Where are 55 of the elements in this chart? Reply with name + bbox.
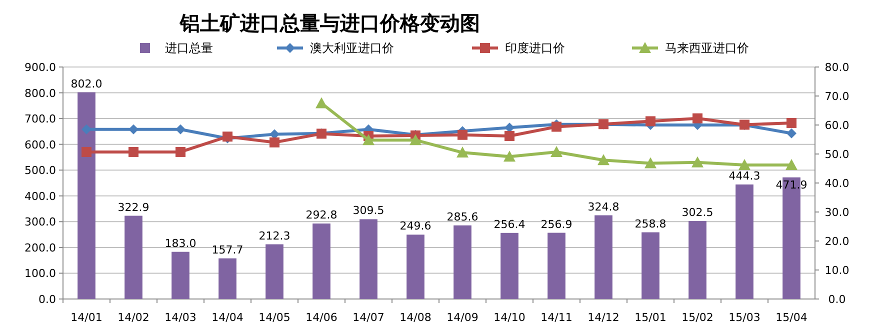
legend-label: 澳大利亚进口价 xyxy=(310,41,394,55)
y2-tick-label: 70.0 xyxy=(824,90,850,103)
y-tick-label: 200.0 xyxy=(24,241,56,254)
x-tick-label: 14/04 xyxy=(212,311,244,324)
x-tick-label: 14/12 xyxy=(588,311,620,324)
x-tick-label: 15/02 xyxy=(682,311,714,324)
x-tick-label: 14/10 xyxy=(494,311,526,324)
data-label: 802.0 xyxy=(70,77,102,90)
chart-title: 铝土矿进口总量与进口价格变动图 xyxy=(179,11,480,35)
legend-label: 马来西亚进口价 xyxy=(665,41,749,55)
x-tick-label: 15/03 xyxy=(728,311,760,324)
y-tick-label: 300.0 xyxy=(24,216,56,229)
data-label: 256.4 xyxy=(494,218,526,231)
data-label: 183.0 xyxy=(164,236,196,250)
legend-label: 进口总量 xyxy=(165,41,213,55)
data-label: 285.6 xyxy=(446,210,478,224)
x-tick-label: 14/08 xyxy=(400,311,432,324)
data-label: 258.8 xyxy=(634,217,666,230)
data-label: 157.7 xyxy=(212,243,244,256)
x-tick-label: 14/01 xyxy=(70,311,102,324)
y-tick-label: 600.0 xyxy=(24,138,56,152)
y-tick-label: 800.0 xyxy=(24,86,56,100)
x-tick-label: 15/04 xyxy=(776,311,808,324)
data-label: 444.3 xyxy=(728,169,760,182)
y2-tick-label: 60.0 xyxy=(824,119,850,132)
y-tick-label: 100.0 xyxy=(24,267,56,280)
y2-tick-label: 80.0 xyxy=(824,61,850,74)
x-tick-label: 14/11 xyxy=(540,311,572,324)
x-tick-label: 14/02 xyxy=(118,311,150,324)
y-tick-label: 500.0 xyxy=(24,164,56,178)
data-label: 212.3 xyxy=(258,229,290,242)
y2-tick-label: 50.0 xyxy=(824,148,850,161)
data-label: 309.5 xyxy=(352,204,384,218)
y2-tick-label: 10.0 xyxy=(824,264,850,277)
data-label: 324.8 xyxy=(588,200,620,214)
x-tick-label: 14/07 xyxy=(352,311,384,324)
y2-tick-label: 20.0 xyxy=(824,235,850,248)
x-tick-label: 14/05 xyxy=(258,311,290,324)
data-label: 292.8 xyxy=(306,208,338,222)
y2-tick-label: 30.0 xyxy=(824,206,850,219)
x-tick-label: 15/01 xyxy=(634,311,666,324)
data-label: 256.9 xyxy=(540,218,572,231)
y-tick-label: 900.0 xyxy=(24,61,56,74)
y-tick-label: 700.0 xyxy=(24,112,56,126)
data-label: 322.9 xyxy=(118,200,150,214)
y2-tick-label: 40.0 xyxy=(824,177,850,190)
y2-tick-label: 0.0 xyxy=(828,293,846,306)
x-tick-label: 14/03 xyxy=(164,311,196,324)
data-label: 249.6 xyxy=(400,220,432,233)
x-tick-label: 14/06 xyxy=(306,311,338,324)
legend-label: 印度进口价 xyxy=(505,41,565,55)
y-tick-label: 0.0 xyxy=(38,293,56,306)
data-label: 302.5 xyxy=(682,206,714,220)
x-tick-label: 14/09 xyxy=(446,311,478,324)
y-tick-label: 400.0 xyxy=(24,190,56,203)
